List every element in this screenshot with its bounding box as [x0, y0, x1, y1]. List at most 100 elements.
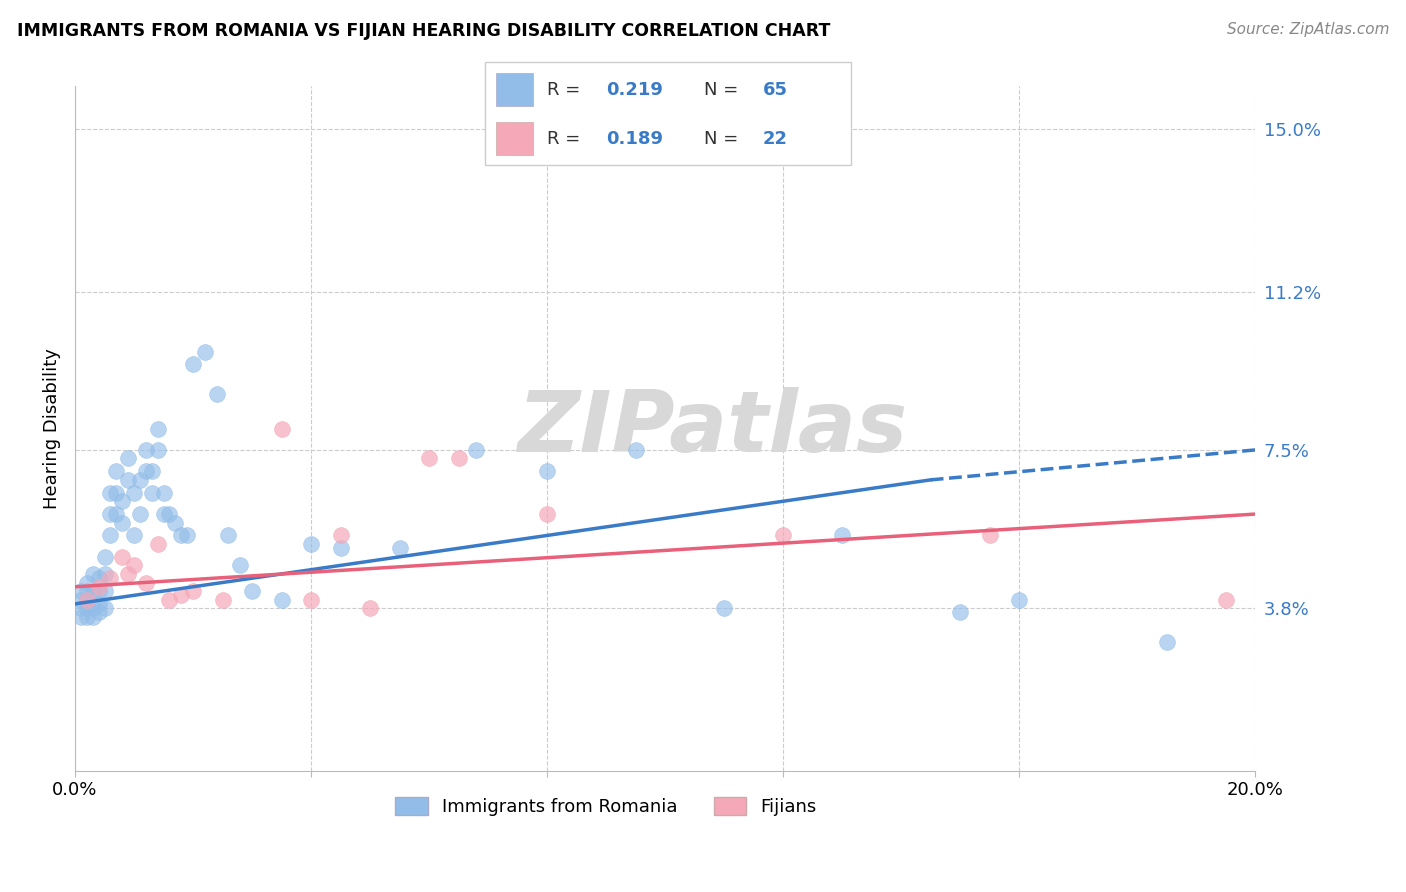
Text: 65: 65: [763, 81, 787, 99]
Point: [93, 549, 115, 564]
Point: [181, 357, 204, 371]
Point: [170, 528, 193, 542]
Point: [329, 528, 352, 542]
Point: [176, 528, 198, 542]
Point: [117, 566, 139, 581]
Point: [1215, 592, 1237, 607]
Point: [465, 442, 488, 457]
Point: [152, 507, 174, 521]
Point: [100, 528, 122, 542]
Point: [111, 494, 134, 508]
Point: [122, 558, 145, 573]
Point: [146, 537, 169, 551]
Point: [146, 442, 169, 457]
Point: [181, 584, 204, 599]
Point: [129, 473, 152, 487]
Point: [217, 528, 239, 542]
Point: [270, 592, 292, 607]
Point: [82, 609, 104, 624]
Point: [299, 537, 322, 551]
Point: [270, 421, 292, 435]
Point: [82, 584, 104, 599]
Point: [772, 528, 794, 542]
Point: [87, 597, 110, 611]
Point: [87, 580, 110, 594]
Point: [979, 528, 1001, 542]
Point: [159, 507, 181, 521]
Point: [87, 571, 110, 585]
Point: [105, 464, 128, 478]
Point: [624, 442, 647, 457]
Text: N =: N =: [704, 130, 744, 148]
Point: [205, 387, 228, 401]
Point: [82, 601, 104, 615]
Point: [100, 571, 122, 585]
Point: [418, 451, 440, 466]
Point: [135, 575, 157, 590]
Text: R =: R =: [547, 130, 586, 148]
Point: [122, 528, 145, 542]
Point: [93, 584, 115, 599]
Point: [70, 601, 93, 615]
Point: [76, 592, 98, 607]
Point: [129, 507, 152, 521]
Text: Source: ZipAtlas.com: Source: ZipAtlas.com: [1226, 22, 1389, 37]
Legend: Immigrants from Romania, Fijians: Immigrants from Romania, Fijians: [388, 789, 824, 823]
Point: [87, 606, 110, 620]
Point: [447, 451, 470, 466]
Point: [152, 485, 174, 500]
Point: [299, 592, 322, 607]
Point: [93, 566, 115, 581]
Point: [831, 528, 853, 542]
Point: [87, 584, 110, 599]
Text: 0.219: 0.219: [606, 81, 662, 99]
Text: N =: N =: [704, 81, 744, 99]
Point: [141, 485, 163, 500]
Point: [117, 451, 139, 466]
Point: [1008, 592, 1031, 607]
FancyBboxPatch shape: [485, 62, 851, 165]
Point: [105, 485, 128, 500]
Point: [211, 592, 233, 607]
Point: [229, 558, 252, 573]
Point: [70, 609, 93, 624]
Point: [105, 507, 128, 521]
Point: [76, 575, 98, 590]
Point: [329, 541, 352, 556]
Point: [76, 601, 98, 615]
Point: [117, 473, 139, 487]
Point: [70, 584, 93, 599]
Point: [122, 485, 145, 500]
Point: [146, 421, 169, 435]
Point: [111, 549, 134, 564]
Point: [135, 442, 157, 457]
Point: [536, 464, 558, 478]
Point: [100, 485, 122, 500]
Point: [1156, 635, 1178, 649]
Point: [240, 584, 263, 599]
Point: [76, 609, 98, 624]
Point: [949, 606, 972, 620]
Y-axis label: Hearing Disability: Hearing Disability: [44, 348, 60, 509]
Point: [713, 601, 735, 615]
Point: [82, 566, 104, 581]
Text: 0.189: 0.189: [606, 130, 662, 148]
Point: [536, 507, 558, 521]
Point: [76, 584, 98, 599]
Point: [359, 601, 381, 615]
Point: [93, 601, 115, 615]
Text: R =: R =: [547, 81, 586, 99]
Point: [388, 541, 411, 556]
FancyBboxPatch shape: [496, 73, 533, 105]
Point: [100, 507, 122, 521]
Point: [76, 592, 98, 607]
Point: [194, 344, 217, 359]
Text: IMMIGRANTS FROM ROMANIA VS FIJIAN HEARING DISABILITY CORRELATION CHART: IMMIGRANTS FROM ROMANIA VS FIJIAN HEARIN…: [17, 22, 831, 40]
Point: [135, 464, 157, 478]
Point: [111, 516, 134, 530]
Text: 22: 22: [763, 130, 787, 148]
Point: [165, 516, 187, 530]
Point: [70, 592, 93, 607]
Point: [141, 464, 163, 478]
Point: [159, 592, 181, 607]
